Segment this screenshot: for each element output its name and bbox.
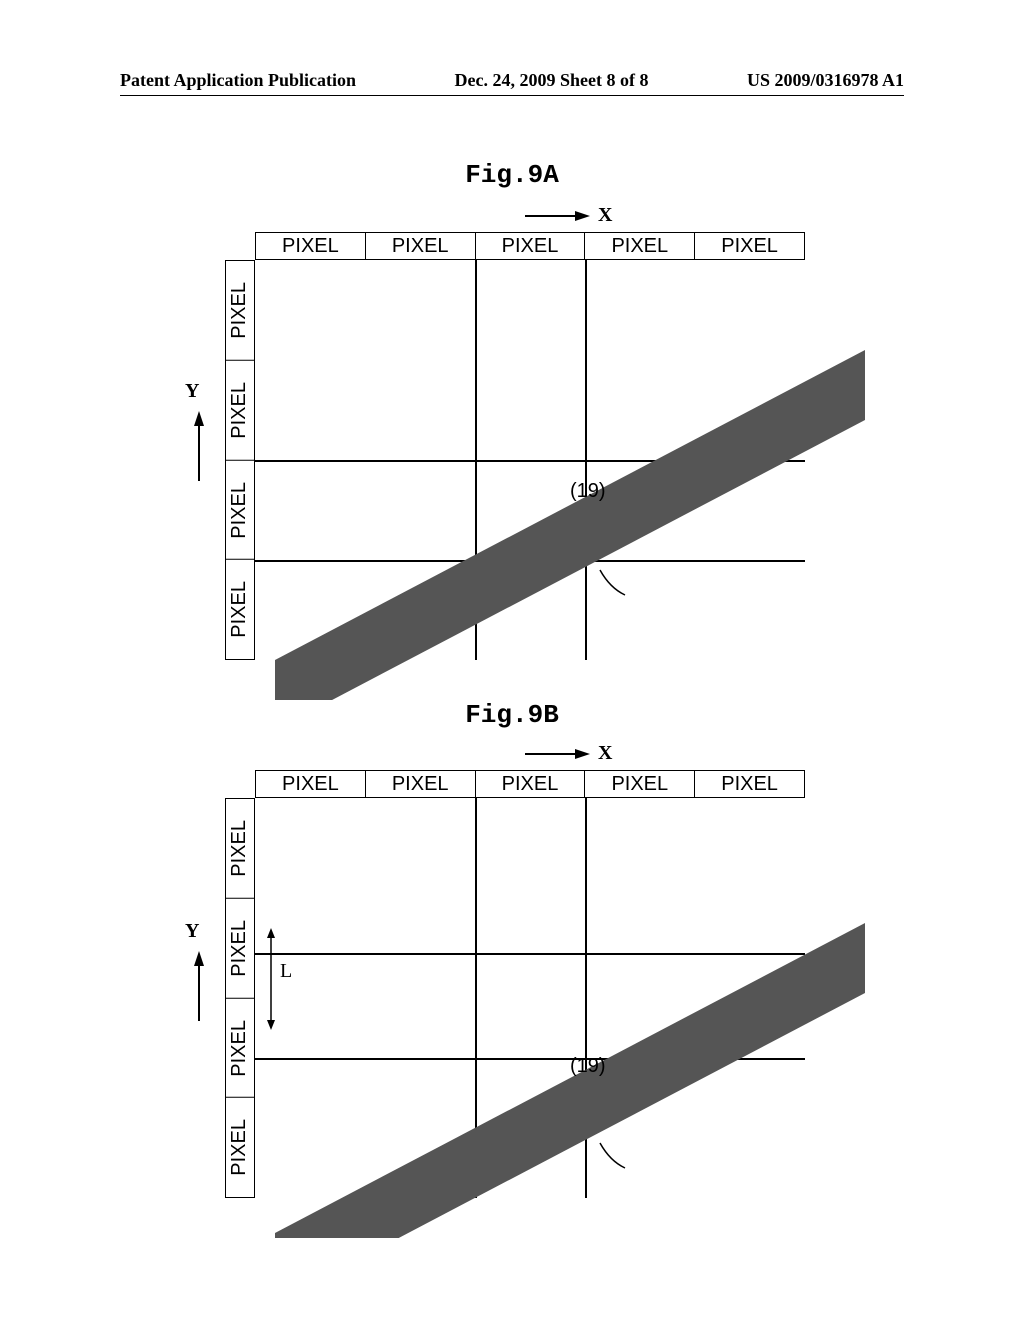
figure-b: XYPIXELPIXELPIXELPIXELPIXELPIXELPIXELPIX… bbox=[0, 0, 1024, 1320]
row-header: PIXELPIXELPIXELPIXEL bbox=[225, 798, 255, 1198]
x-axis-arrow bbox=[520, 744, 610, 770]
diagonal-band bbox=[255, 778, 885, 1238]
row-cell: PIXEL bbox=[226, 799, 254, 898]
row-cell: PIXEL bbox=[226, 898, 254, 998]
reference-label: (19) bbox=[570, 1055, 606, 1078]
dimension-l-label: L bbox=[280, 960, 292, 983]
row-cell: PIXEL bbox=[226, 998, 254, 1098]
y-axis-arrow bbox=[189, 946, 209, 1032]
dimension-arrow bbox=[263, 928, 279, 1035]
row-cell: PIXEL bbox=[226, 1097, 254, 1197]
y-axis-label: Y bbox=[185, 920, 199, 943]
x-axis-label: X bbox=[598, 742, 612, 765]
